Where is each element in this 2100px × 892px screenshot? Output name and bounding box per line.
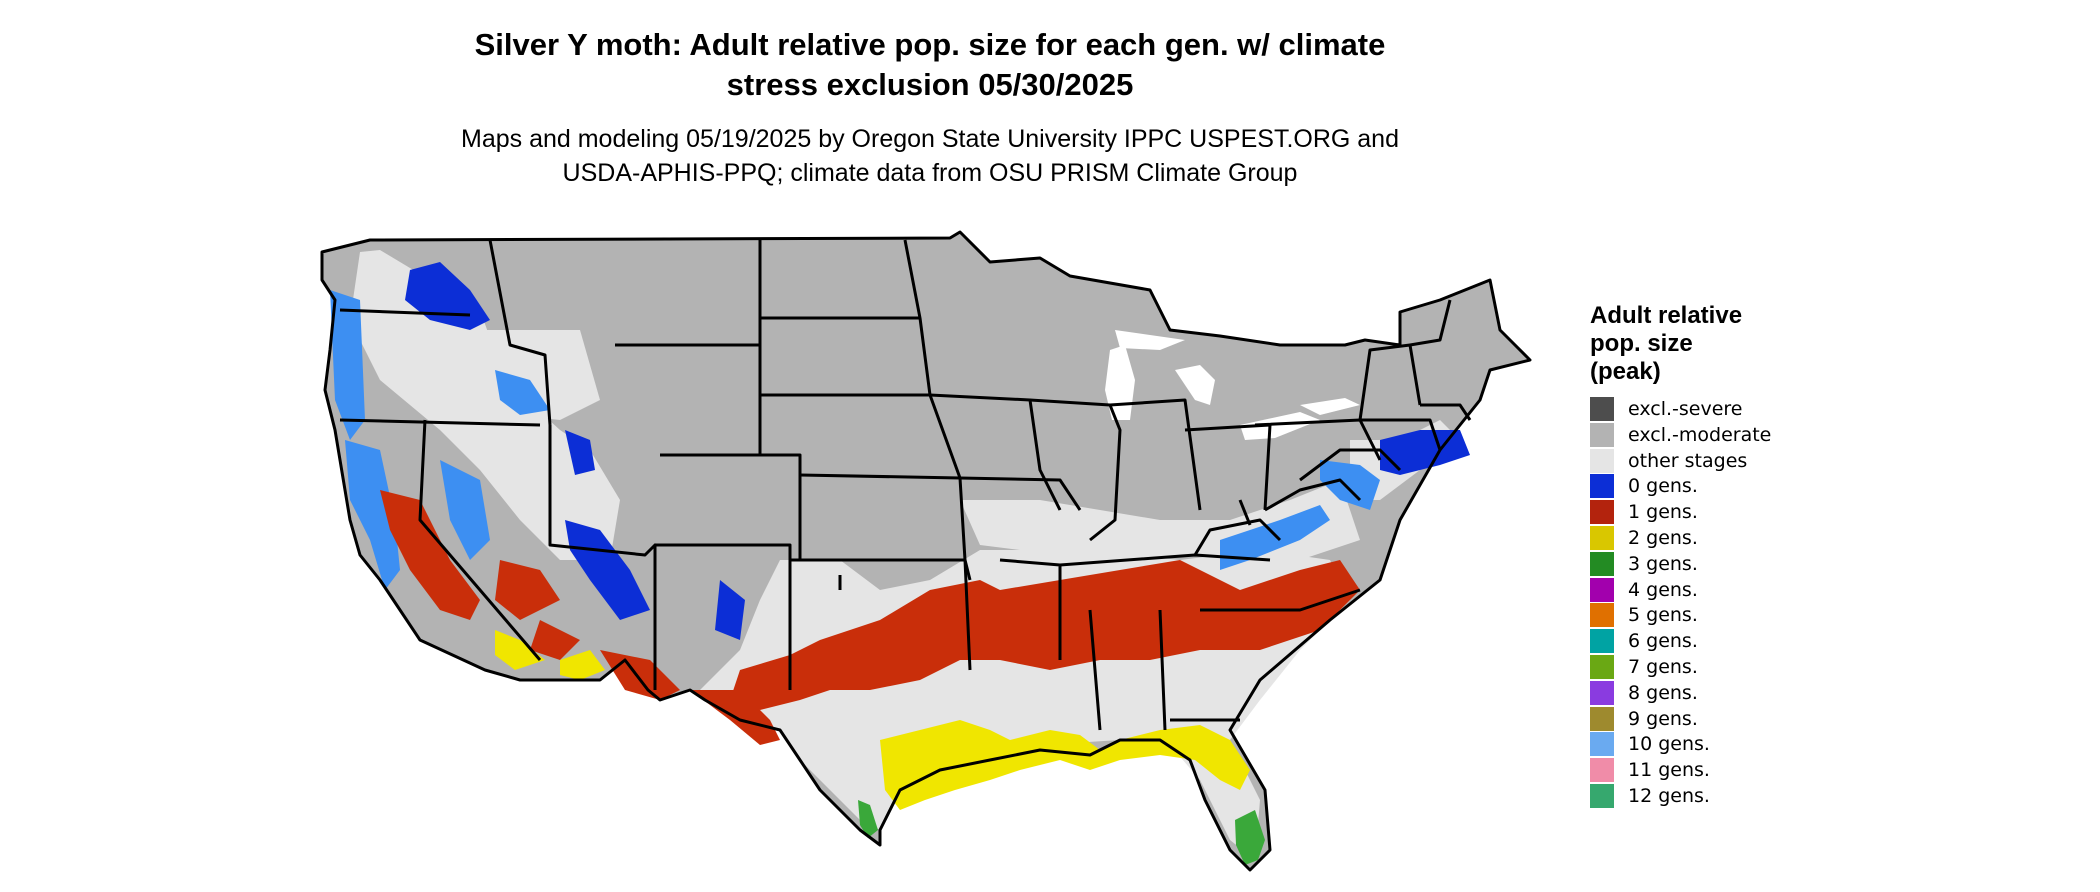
legend-swatch xyxy=(1590,784,1614,808)
legend-label: 11 gens. xyxy=(1628,759,1710,782)
legend-swatch xyxy=(1590,629,1614,654)
subtitle-line-1: Maps and modeling 05/19/2025 by Oregon S… xyxy=(461,125,1399,153)
legend-swatch xyxy=(1590,655,1614,679)
legend-swatch xyxy=(1590,397,1614,421)
legend-swatch xyxy=(1590,422,1614,447)
legend-label: excl.-moderate xyxy=(1628,423,1772,446)
title-line-2: stress exclusion 05/30/2025 xyxy=(726,67,1134,102)
legend-swatch xyxy=(1590,758,1614,783)
legend-label: 0 gens. xyxy=(1628,475,1698,498)
two-gens-regions xyxy=(495,630,1250,810)
legend-swatch xyxy=(1590,577,1614,602)
legend-swatch xyxy=(1590,706,1614,731)
legend-swatch xyxy=(1590,603,1614,628)
legend-label: 9 gens. xyxy=(1628,707,1698,730)
legend-label: excl.-severe xyxy=(1628,398,1743,420)
legend-label: 10 gens. xyxy=(1628,733,1710,756)
legend-swatch xyxy=(1590,448,1614,473)
title-line-1: Silver Y moth: Adult relative pop. size … xyxy=(474,27,1386,62)
subtitle-line-2: USDA-APHIS-PPQ; climate data from OSU PR… xyxy=(562,159,1298,187)
legend-label: 1 gens. xyxy=(1628,501,1698,524)
legend-title-line-3: (peak) xyxy=(1590,358,1661,385)
legend-label: 5 gens. xyxy=(1628,604,1698,627)
legend-label: other stages xyxy=(1628,449,1748,472)
legend-label: 3 gens. xyxy=(1628,552,1698,575)
legend-swatch xyxy=(1590,732,1614,757)
legend-label: 2 gens. xyxy=(1628,527,1698,549)
legend-title-line-1: Adult relative xyxy=(1590,302,1743,329)
legend-label: 8 gens. xyxy=(1628,681,1698,704)
great-lakes xyxy=(1105,330,1360,440)
legend-label: 4 gens. xyxy=(1628,578,1698,601)
state-borders xyxy=(320,230,1532,872)
three-gens-regions xyxy=(858,800,1265,865)
legend-label: 6 gens. xyxy=(1628,630,1698,653)
legend-label: 7 gens. xyxy=(1628,656,1698,678)
legend-label: 12 gens. xyxy=(1628,785,1710,807)
legend-swatch xyxy=(1590,551,1614,576)
legend-swatch xyxy=(1590,500,1614,525)
legend-swatch xyxy=(1590,526,1614,550)
legend-swatch xyxy=(1590,474,1614,499)
legend-title-line-2: pop. size xyxy=(1590,330,1693,357)
legend-swatch xyxy=(1590,680,1614,705)
